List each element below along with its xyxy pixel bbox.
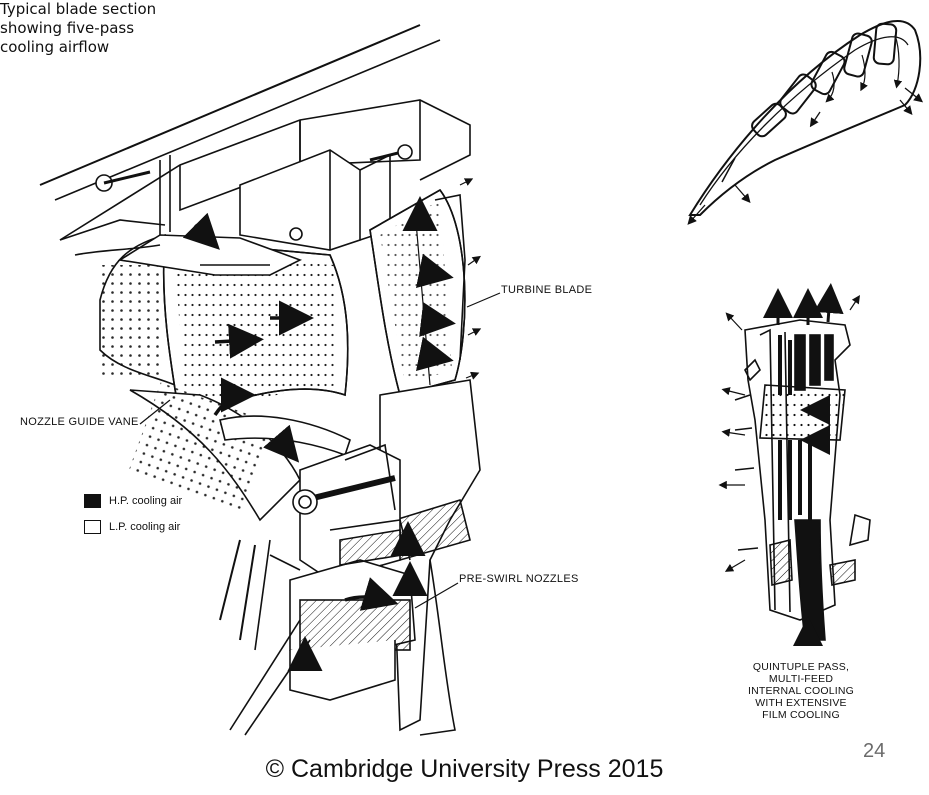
legend-hp: H.P. cooling air <box>84 494 182 508</box>
legend-lp-swatch <box>84 520 101 534</box>
detail-caption: QUINTUPLE PASS, MULTI-FEED INTERNAL COOL… <box>726 661 876 721</box>
detail-caption-line: INTERNAL COOLING <box>747 685 855 697</box>
blade-section-title-line: Typical blade section <box>0 0 157 18</box>
turbine-blade-label: TURBINE BLADE <box>501 284 593 296</box>
detail-caption-line: QUINTUPLE PASS, <box>752 661 850 673</box>
copyright-notice: © Cambridge University Press 2015 <box>265 755 664 783</box>
detail-caption-line: WITH EXTENSIVE <box>755 697 847 709</box>
blade-section-drawing <box>687 19 924 225</box>
detail-caption-line: FILM COOLING <box>762 709 840 721</box>
detail-caption-line: MULTI-FEED <box>768 673 834 685</box>
legend-lp: L.P. cooling air <box>84 520 180 534</box>
blade-section-title-line: showing five-pass <box>0 19 135 37</box>
nozzle-guide-vane-label: NOZZLE GUIDE VANE <box>20 416 139 428</box>
pre-swirl-nozzles-label: PRE-SWIRL NOZZLES <box>459 573 579 585</box>
blade-section-title-line: cooling airflow <box>0 38 110 56</box>
quintuple-pass-blade-detail <box>734 319 871 641</box>
turbine-stage-cutaway <box>39 24 481 736</box>
legend-hp-label: H.P. cooling air <box>109 495 183 507</box>
blade-section-title: Typical blade section showing five-pass … <box>0 0 929 57</box>
legend-lp-label: L.P. cooling air <box>109 521 181 533</box>
legend-hp-swatch <box>84 494 101 508</box>
page-number: 24 <box>863 740 886 762</box>
cooling-flow-arrows <box>182 196 456 671</box>
